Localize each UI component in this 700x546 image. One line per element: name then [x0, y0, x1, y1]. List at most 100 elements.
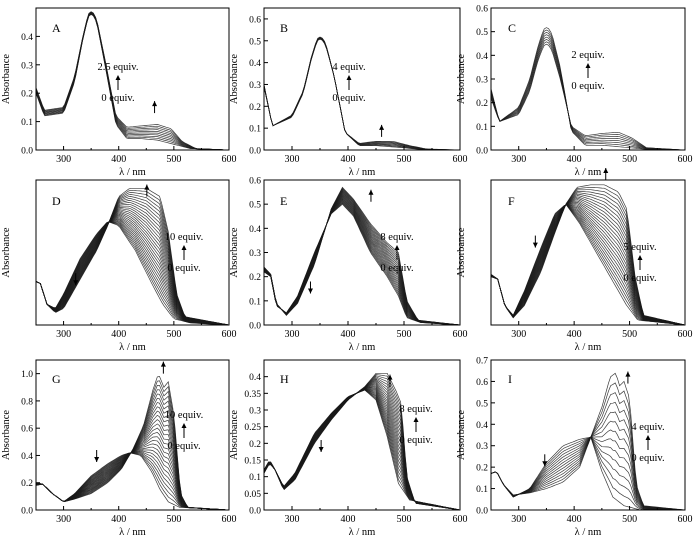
y-tick-label: 0.3 [249, 407, 261, 417]
x-tick-label: 500 [397, 329, 412, 340]
change-arrowhead [73, 280, 79, 286]
y-tick-label: 0.2 [476, 464, 488, 474]
spectrum-line [36, 11, 228, 150]
spectrum-line [491, 436, 684, 510]
annotation-top: 5 equiv. [623, 242, 656, 253]
annotation-arrowhead [115, 75, 121, 80]
y-tick-label: 0.4 [476, 52, 488, 62]
change-arrowhead [160, 361, 166, 367]
panel-letter: A [52, 21, 61, 35]
y-tick-label: 0.5 [476, 399, 488, 409]
spectrum-line [36, 410, 228, 510]
y-tick-label: 0.4 [249, 373, 261, 383]
y-tick-label: 0.2 [249, 273, 261, 283]
y-axis-label: Absorbance [456, 410, 467, 460]
y-tick-label: 0.0 [21, 507, 33, 517]
x-tick-label: 300 [511, 514, 526, 525]
plot-frame [263, 359, 461, 511]
y-tick-label: 0.4 [21, 452, 33, 462]
x-tick-label: 500 [397, 514, 412, 525]
spectrum-line [491, 436, 684, 510]
annotation-arrowhead [346, 75, 352, 80]
spectrum-line [36, 11, 228, 150]
change-arrowhead [532, 242, 538, 248]
panel-letter: D [52, 194, 61, 208]
annotation-top: 2.5 equiv. [97, 62, 138, 73]
x-axis-label: λ / nm [119, 167, 146, 178]
y-tick-label: 0.35 [244, 390, 261, 400]
y-tick-label: 0.1 [249, 125, 261, 135]
x-axis-label: λ / nm [349, 167, 376, 178]
x-tick-label: 300 [56, 329, 71, 340]
panel-letter: B [280, 21, 288, 35]
annotation-arrowhead [413, 417, 419, 422]
annotation-bottom: 0 equiv. [571, 81, 604, 92]
y-tick-label: 0.2 [249, 440, 261, 450]
spectrum-line [491, 436, 684, 510]
spectra-series [491, 27, 684, 150]
annotation-bottom: 0 equiv. [167, 263, 200, 274]
x-tick-label: 500 [166, 329, 181, 340]
y-axis-label: Absorbance [1, 410, 12, 460]
annotation-top: 10 equiv. [165, 232, 203, 243]
annotation-bottom: 0 equiv. [101, 93, 134, 104]
panel-letter: G [52, 372, 61, 386]
panel-letter: E [280, 194, 287, 208]
x-tick-label: 400 [111, 154, 126, 165]
spectra-series [264, 186, 459, 325]
x-tick-label: 400 [567, 154, 582, 165]
x-tick-label: 300 [56, 154, 71, 165]
spectrum-line [36, 446, 228, 510]
panel-h: 300 400 500 600 0.0 0.05 0.1 0.15 0.2 0.25 0.3 0.35… [229, 359, 468, 538]
spectra-series [36, 11, 228, 150]
spectra-series [491, 184, 684, 325]
spectra-series [264, 372, 459, 510]
y-tick-label: 0.6 [249, 15, 261, 25]
annotation-arrowhead [394, 245, 400, 250]
panel-letter: F [508, 194, 515, 208]
annotation-arrowhead [637, 255, 643, 260]
spectrum-line [264, 186, 459, 325]
y-tick-label: 0.2 [21, 90, 33, 100]
x-tick-label: 600 [222, 154, 237, 165]
spectra-series [491, 372, 684, 510]
spectrum-line [491, 372, 684, 510]
change-arrowhead [603, 168, 609, 173]
spectrum-line [36, 375, 228, 510]
x-tick-label: 300 [285, 514, 300, 525]
panel-a: 300 400 500 600 0.0 0.1 0.2 0.3 0.4 λ / nm Absorba… [1, 7, 237, 178]
x-tick-label: 600 [222, 329, 237, 340]
panel-letter: H [280, 372, 289, 386]
y-tick-label: 0.5 [249, 37, 261, 47]
panel-g: 300 400 500 600 0.0 0.2 0.4 0.6 0.8 1.0 λ / nm Abso… [1, 359, 237, 538]
y-tick-label: 0.05 [244, 490, 261, 500]
x-tick-label: 300 [285, 154, 300, 165]
x-tick-label: 300 [511, 329, 526, 340]
x-tick-label: 600 [453, 154, 468, 165]
spectrum-line [491, 436, 684, 510]
annotation-bottom: 0 equiv. [631, 453, 664, 464]
panel-letter: C [508, 21, 516, 35]
y-axis-label: Absorbance [229, 54, 240, 104]
x-tick-label: 400 [567, 329, 582, 340]
x-axis-label: λ / nm [575, 167, 602, 178]
spectrum-line [36, 414, 228, 510]
change-arrowhead [152, 101, 158, 107]
x-tick-label: 600 [453, 329, 468, 340]
y-tick-label: 0.2 [476, 99, 488, 109]
x-tick-label: 300 [56, 514, 71, 525]
spectrum-line [36, 443, 228, 510]
change-arrowhead [307, 288, 313, 294]
plot-frame [490, 7, 686, 151]
spectra-series [36, 187, 228, 325]
x-tick-label: 500 [166, 514, 181, 525]
y-tick-label: 0.0 [249, 147, 261, 157]
spectrum-line [264, 382, 459, 510]
x-tick-label: 400 [111, 514, 126, 525]
annotation-bottom: 0 equiv. [399, 435, 432, 446]
spectrum-line [264, 383, 459, 510]
spectrum-line [36, 192, 228, 325]
plot-frame [35, 179, 230, 326]
change-arrowhead [387, 374, 393, 380]
x-tick-label: 600 [678, 329, 693, 340]
